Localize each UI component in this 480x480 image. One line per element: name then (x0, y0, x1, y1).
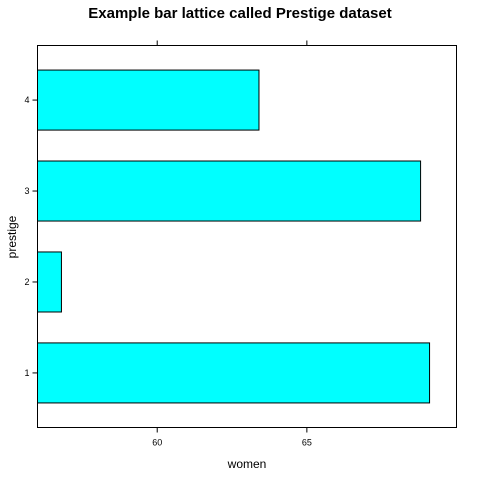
plot-frame (37, 45, 457, 428)
y-tick-label-2: 2 (24, 277, 29, 287)
y-axis-ticks: 1 2 3 4 (24, 95, 38, 378)
x-tick-label-60: 60 (152, 438, 162, 448)
chart-title: Example bar lattice called Prestige data… (88, 5, 391, 22)
bars (37, 69, 431, 404)
x-axis-label: women (227, 457, 267, 471)
y-tick-label-3: 3 (24, 186, 29, 196)
bar-1 (37, 342, 431, 404)
bar-4 (37, 69, 260, 131)
x-tick-label-65: 65 (302, 438, 312, 448)
y-tick-label-1: 1 (24, 368, 29, 378)
bar-2 (37, 251, 62, 313)
y-axis-label: prestige (5, 215, 19, 258)
bar-3 (37, 160, 422, 222)
x-axis-ticks: 60 65 (152, 40, 312, 448)
y-tick-label-4: 4 (24, 95, 29, 105)
